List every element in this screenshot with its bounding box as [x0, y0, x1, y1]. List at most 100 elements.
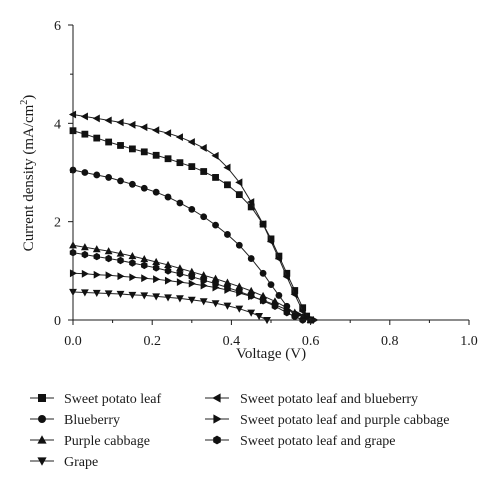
y-axis-title-superscript: 2: [19, 100, 30, 105]
data-point: [140, 148, 148, 156]
data-point: [164, 276, 173, 285]
data-point: [298, 307, 306, 316]
legend-item: Sweet potato leaf and blueberry: [205, 392, 418, 407]
data-point: [129, 145, 136, 153]
data-point: [69, 269, 78, 278]
data-point: [128, 252, 137, 260]
x-tick-label: 0.2: [143, 334, 161, 349]
data-point: [105, 138, 113, 146]
data-point: [164, 193, 172, 201]
data-point: [266, 237, 275, 246]
data-point: [140, 254, 149, 263]
data-point: [117, 142, 124, 149]
data-point: [223, 278, 232, 286]
data-point: [211, 274, 220, 282]
data-point: [212, 279, 219, 288]
data-point: [247, 309, 256, 317]
x-tick-label: 0.0: [64, 334, 82, 349]
data-point: [224, 283, 231, 292]
data-point: [80, 112, 88, 121]
data-point: [80, 289, 89, 297]
data-point: [104, 247, 113, 255]
legend-label: Sweet potato leaf and grape: [240, 434, 396, 449]
y-axis-title: Current density (mA/cm2): [19, 95, 37, 252]
data-point: [81, 130, 89, 138]
data-point: [93, 134, 101, 142]
legend-item: Blueberry: [30, 413, 120, 428]
x-tick-label: 0.4: [223, 334, 241, 349]
data-point: [129, 259, 136, 267]
series-line: [72, 169, 303, 321]
data-point: [199, 298, 208, 306]
data-point: [68, 110, 77, 119]
data-point: [247, 292, 255, 300]
data-point: [176, 270, 184, 278]
data-point: [105, 174, 113, 181]
data-point: [235, 305, 244, 313]
data-point: [104, 116, 112, 125]
data-point: [247, 255, 255, 262]
data-point: [176, 199, 184, 207]
series-5: [68, 110, 314, 324]
y-tick-label: 6: [54, 19, 61, 34]
data-point: [211, 151, 219, 160]
data-point: [141, 274, 149, 283]
x-axis-title: Voltage (V): [236, 346, 306, 362]
data-point: [116, 118, 124, 127]
data-point: [93, 252, 100, 261]
data-point: [188, 163, 196, 170]
data-point: [236, 287, 243, 296]
data-point: [212, 221, 219, 229]
data-point: [259, 220, 267, 229]
data-point: [81, 250, 89, 259]
data-point: [223, 163, 231, 172]
data-point: [188, 272, 196, 281]
data-point: [199, 144, 207, 152]
data-point: [116, 249, 125, 257]
plot-area: [68, 110, 319, 325]
data-point: [290, 290, 298, 299]
data-point: [271, 302, 279, 310]
data-point: [187, 267, 196, 275]
legend-label: Grape: [64, 455, 98, 470]
legend-label: Sweet potato leaf and purple cabbage: [240, 413, 450, 428]
data-point: [164, 155, 172, 163]
data-point: [247, 198, 255, 206]
y-axis-title-tail: ): [21, 95, 37, 100]
data-point: [275, 292, 283, 299]
data-point: [259, 297, 267, 305]
data-point: [152, 126, 160, 135]
y-axis-title-main: Current density (mA/cm: [21, 104, 37, 251]
data-point: [152, 188, 160, 196]
legend-marker: [37, 457, 47, 466]
data-point: [282, 272, 290, 281]
data-point: [200, 281, 208, 290]
data-point: [140, 292, 149, 300]
legend-marker: [38, 394, 46, 402]
data-point: [104, 290, 113, 298]
data-point: [141, 261, 148, 270]
data-point: [140, 184, 148, 192]
legend-item: Sweet potato leaf: [30, 392, 162, 407]
data-point: [105, 254, 112, 263]
data-point: [105, 271, 113, 280]
series-line: [72, 244, 311, 321]
data-point: [129, 180, 136, 188]
data-point: [164, 294, 172, 302]
data-point: [164, 267, 172, 275]
data-point: [188, 279, 196, 288]
data-point: [152, 264, 160, 272]
legend-label: Sweet potato leaf and blueberry: [240, 392, 418, 407]
data-point: [176, 295, 184, 303]
data-point: [223, 302, 232, 310]
data-point: [263, 316, 271, 325]
data-point: [291, 312, 298, 321]
data-point: [235, 178, 243, 187]
legend-marker: [37, 435, 47, 444]
data-point: [93, 171, 101, 179]
data-point: [211, 300, 220, 308]
data-point: [235, 241, 243, 249]
data-point: [176, 264, 184, 272]
data-point: [176, 278, 184, 287]
